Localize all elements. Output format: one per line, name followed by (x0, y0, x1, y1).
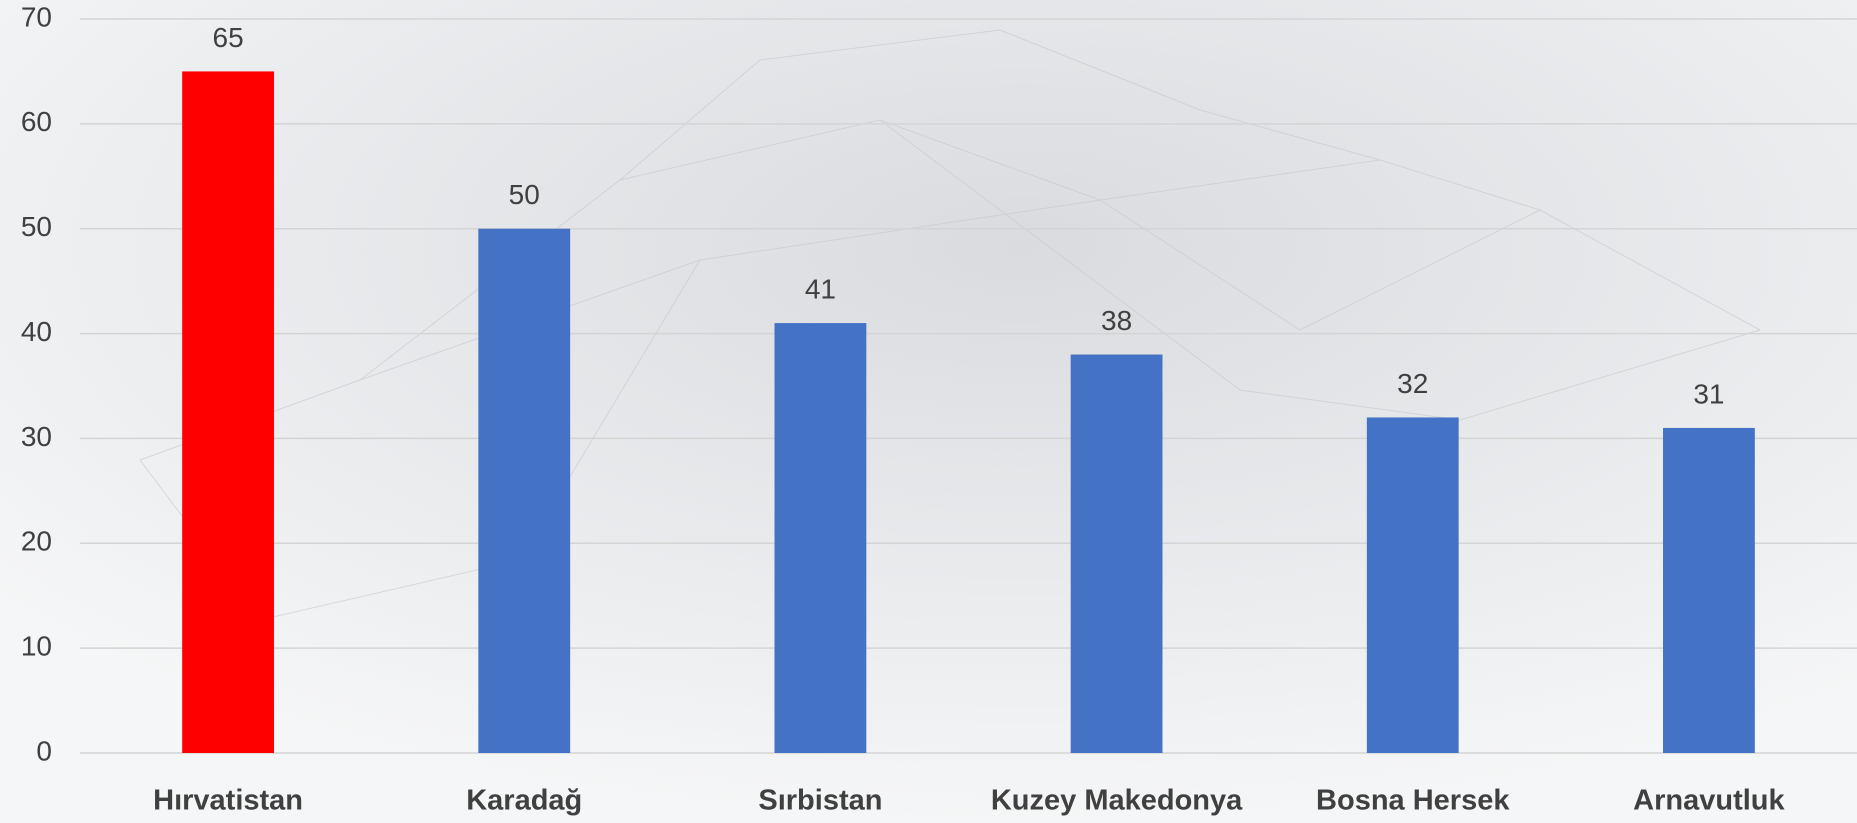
bar (1070, 354, 1163, 753)
x-tick-label: Sırbistan (758, 785, 882, 817)
data-label: 38 (1101, 305, 1132, 336)
data-label: 65 (213, 22, 244, 53)
y-tick-label: 60 (21, 106, 52, 137)
y-tick-label: 20 (21, 526, 52, 557)
data-label: 50 (509, 179, 540, 210)
y-tick-label: 10 (21, 631, 52, 662)
bar (182, 71, 274, 753)
background-network (139, 29, 1761, 621)
y-tick-label: 40 (21, 316, 52, 347)
data-label: 32 (1397, 368, 1428, 399)
bar (478, 228, 571, 753)
y-tick-label: 30 (21, 421, 52, 452)
bar (774, 323, 867, 753)
x-tick-label: Karadağ (466, 785, 582, 817)
bar (1366, 417, 1459, 753)
bar (1663, 427, 1755, 753)
x-tick-label: Hırvatistan (153, 785, 303, 817)
y-tick-label: 50 (21, 211, 52, 242)
x-tick-label: Arnavutluk (1633, 785, 1785, 817)
y-tick-label: 70 (21, 1, 52, 32)
x-tick-label: Kuzey Makedonya (991, 785, 1243, 817)
data-label: 41 (805, 273, 836, 304)
data-label: 31 (1693, 378, 1724, 409)
y-tick-label: 0 (36, 735, 52, 766)
x-tick-label: Bosna Hersek (1316, 785, 1510, 817)
